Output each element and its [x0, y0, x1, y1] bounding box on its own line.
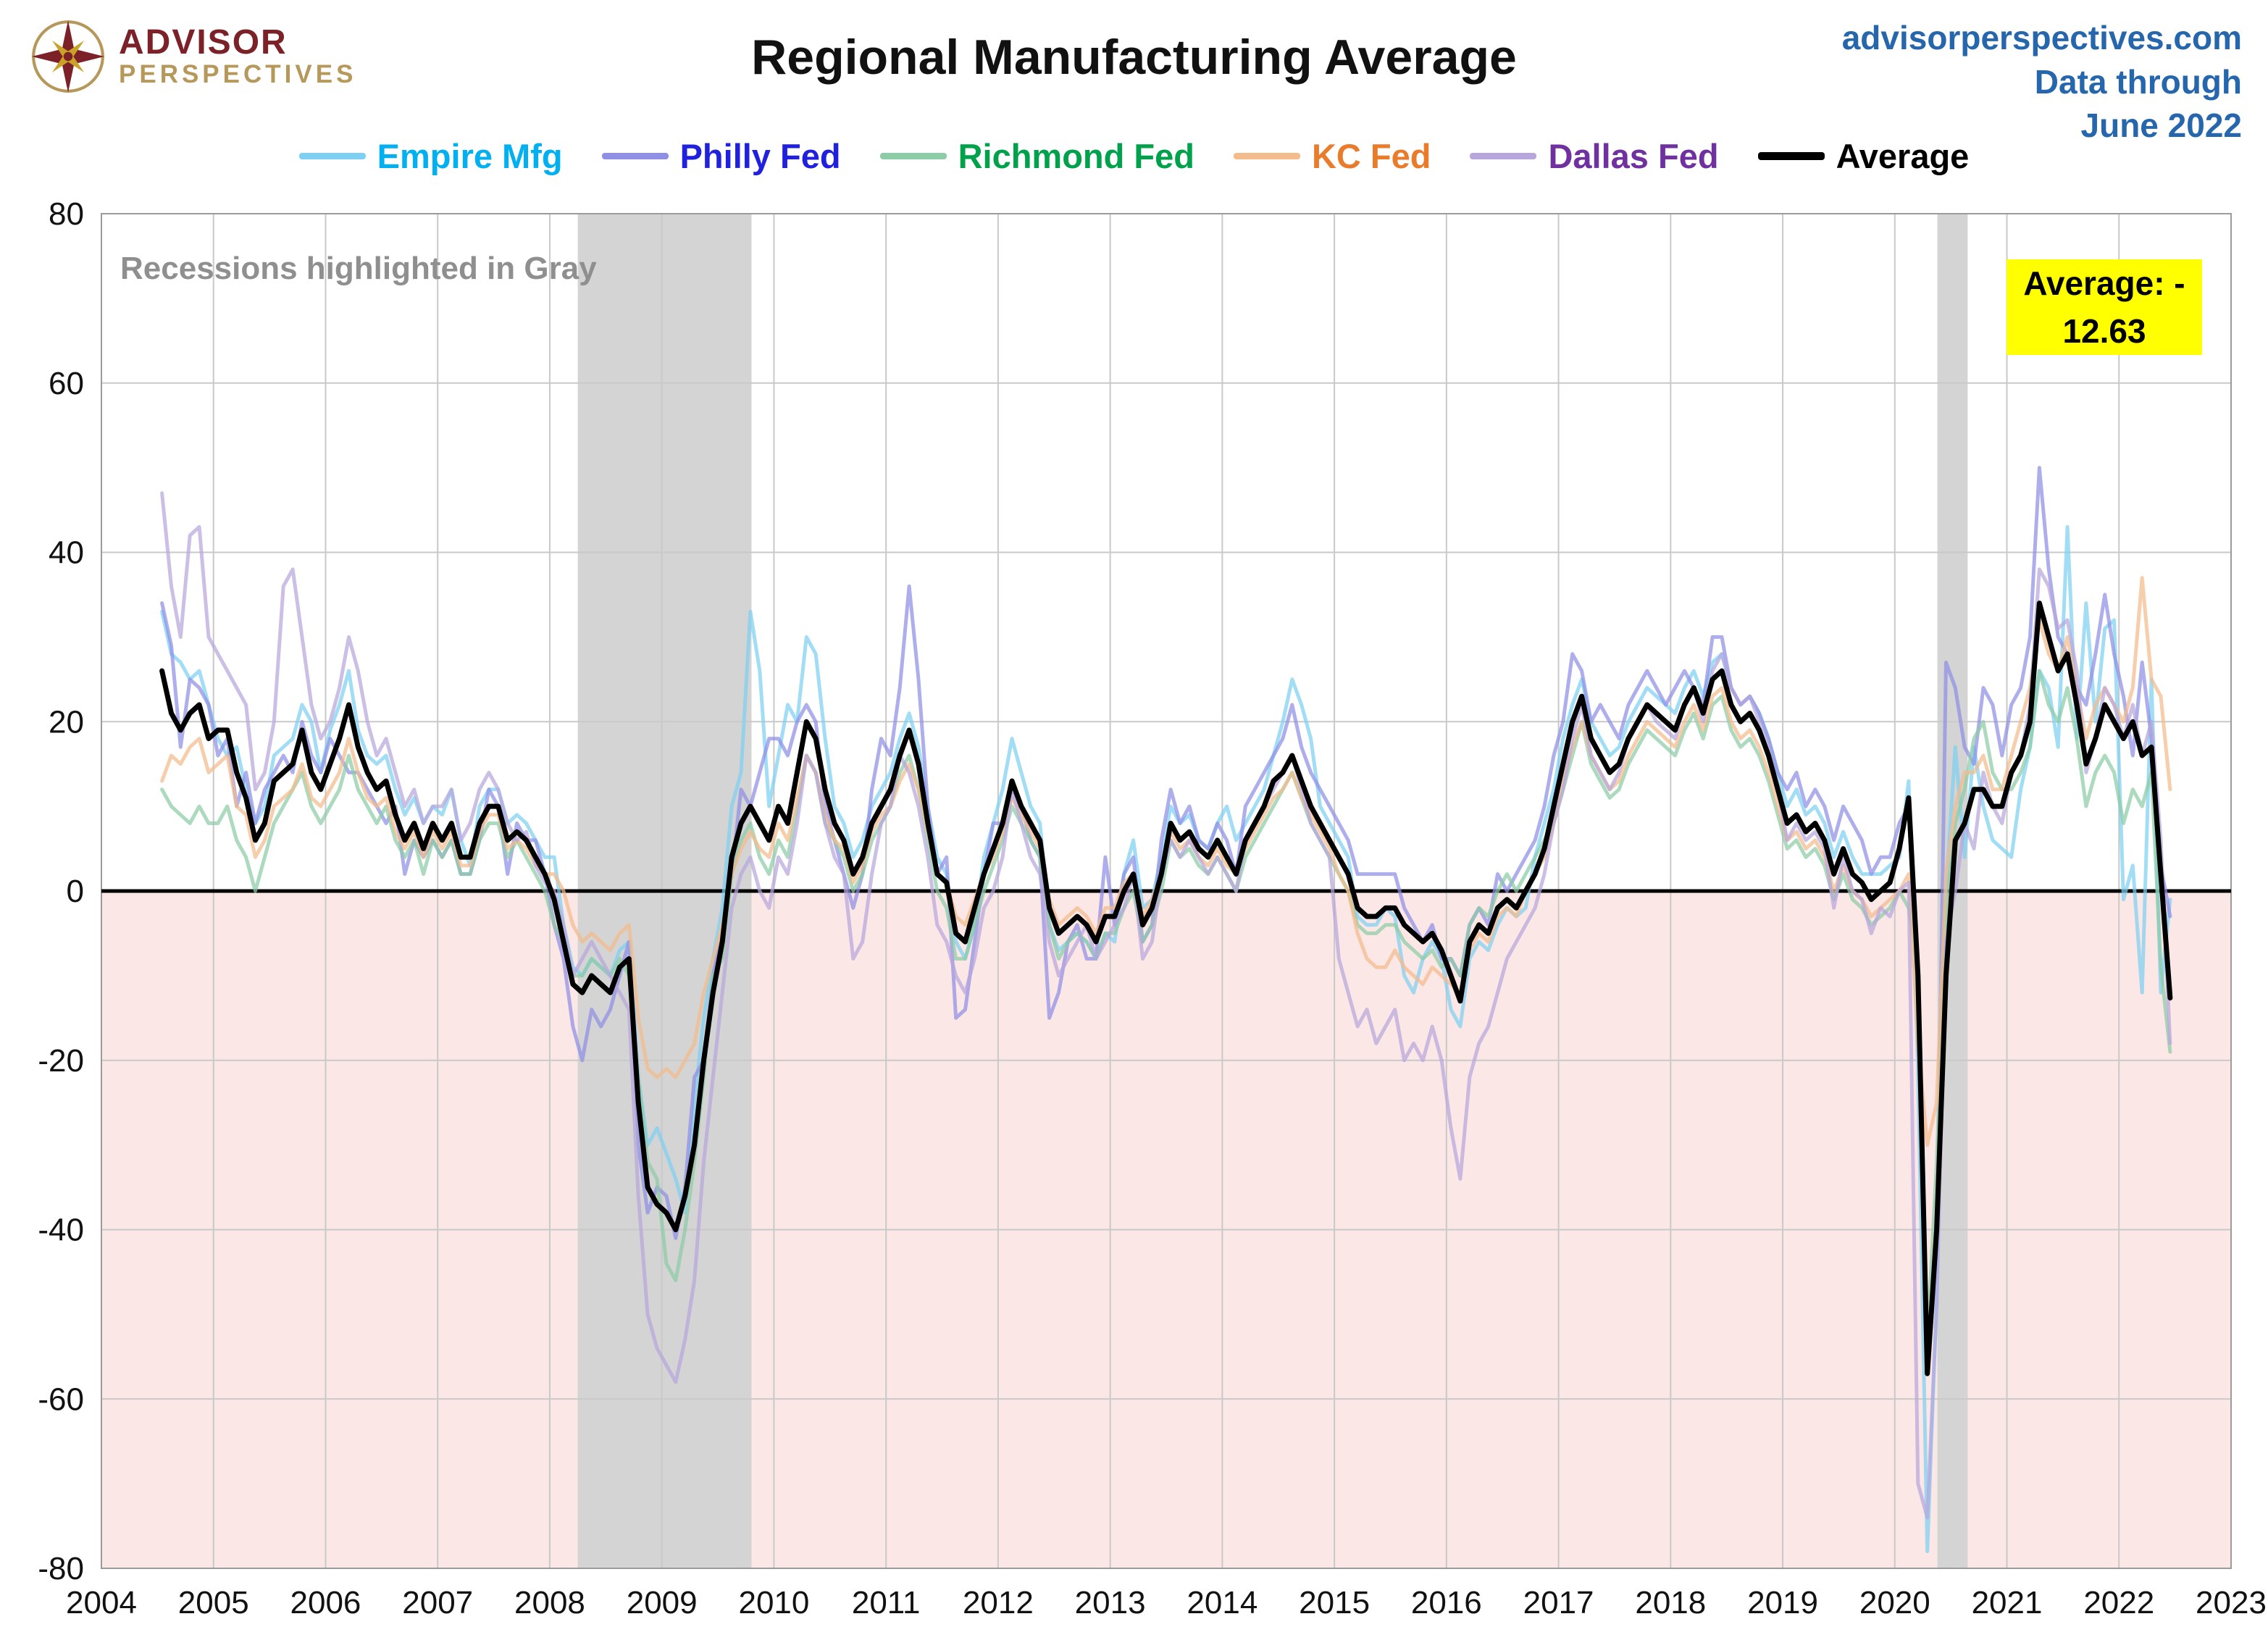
svg-text:2020: 2020 — [1859, 1585, 1930, 1620]
legend-label-philly-fed: Philly Fed — [679, 137, 841, 175]
legend-item-kc-fed: KC Fed — [1233, 136, 1431, 176]
legend-swatch-kc-fed — [1233, 153, 1300, 159]
logo-text: ADVISOR PERSPECTIVES — [119, 22, 357, 89]
svg-text:2015: 2015 — [1299, 1585, 1370, 1620]
legend-item-richmond-fed: Richmond Fed — [879, 136, 1194, 176]
legend-swatch-dallas-fed — [1470, 153, 1537, 159]
svg-text:2021: 2021 — [1972, 1585, 2043, 1620]
svg-text:-20: -20 — [38, 1043, 84, 1079]
average-annotation-line2: 12.63 — [2007, 307, 2202, 356]
legend-swatch-philly-fed — [601, 153, 669, 159]
logo-line1: ADVISOR — [119, 22, 288, 62]
source-url: advisorperspectives.com — [1841, 19, 2242, 57]
data-through-label: Data through — [2034, 62, 2242, 101]
svg-text:2009: 2009 — [627, 1585, 698, 1620]
svg-text:2008: 2008 — [514, 1585, 585, 1620]
average-annotation-line1: Average: - — [2007, 259, 2202, 308]
source-block: advisorperspectives.com Data through Jun… — [1842, 16, 2242, 148]
svg-text:80: 80 — [49, 196, 84, 232]
svg-text:60: 60 — [49, 366, 84, 401]
series-average — [159, 601, 2173, 1376]
svg-text:2005: 2005 — [178, 1585, 249, 1620]
svg-text:40: 40 — [49, 535, 84, 571]
svg-text:2004: 2004 — [66, 1585, 137, 1620]
legend-swatch-richmond-fed — [879, 153, 947, 159]
svg-text:2017: 2017 — [1523, 1585, 1594, 1620]
svg-text:2019: 2019 — [1747, 1585, 1818, 1620]
legend-swatch-empire-mfg — [298, 153, 366, 159]
svg-text:2011: 2011 — [852, 1585, 921, 1620]
compass-star-icon — [32, 20, 104, 93]
data-through-value: June 2022 — [2080, 106, 2242, 145]
svg-text:2007: 2007 — [402, 1585, 473, 1620]
chart-legend: Empire Mfg Philly Fed Richmond Fed KC Fed Da… — [0, 136, 2268, 176]
advisor-perspectives-logo: ADVISOR PERSPECTIVES — [30, 19, 356, 94]
legend-label-empire-mfg: Empire Mfg — [377, 137, 563, 175]
legend-item-dallas-fed: Dallas Fed — [1470, 136, 1719, 176]
svg-text:2012: 2012 — [963, 1585, 1034, 1620]
legend-swatch-average — [1757, 152, 1825, 160]
svg-text:-80: -80 — [38, 1551, 84, 1586]
legend-label-kc-fed: KC Fed — [1311, 137, 1431, 175]
svg-text:2013: 2013 — [1075, 1585, 1146, 1620]
logo-line2: PERSPECTIVES — [119, 59, 357, 88]
svg-text:2014: 2014 — [1187, 1585, 1258, 1620]
legend-item-average: Average — [1757, 136, 1970, 176]
average-annotation: Average: - 12.63 — [2007, 259, 2202, 356]
legend-label-richmond-fed: Richmond Fed — [958, 137, 1194, 175]
recession-note: Recessions highlighted in Gray — [120, 251, 597, 286]
svg-text:2016: 2016 — [1411, 1585, 1482, 1620]
legend-label-average: Average — [1836, 137, 1970, 175]
series-philly-fed — [160, 466, 2172, 1376]
svg-text:2018: 2018 — [1635, 1585, 1706, 1620]
svg-text:-60: -60 — [38, 1381, 84, 1417]
svg-text:2022: 2022 — [2083, 1585, 2154, 1620]
svg-text:0: 0 — [67, 874, 84, 909]
legend-item-empire-mfg: Empire Mfg — [298, 136, 563, 176]
page-title: Regional Manufacturing Average — [751, 30, 1517, 85]
svg-text:2023: 2023 — [2196, 1585, 2267, 1620]
svg-text:-40: -40 — [38, 1213, 84, 1248]
svg-text:2006: 2006 — [290, 1585, 361, 1620]
legend-label-dallas-fed: Dallas Fed — [1548, 137, 1719, 175]
legend-item-philly-fed: Philly Fed — [601, 136, 841, 176]
svg-text:2010: 2010 — [738, 1585, 809, 1620]
svg-text:20: 20 — [49, 704, 84, 740]
